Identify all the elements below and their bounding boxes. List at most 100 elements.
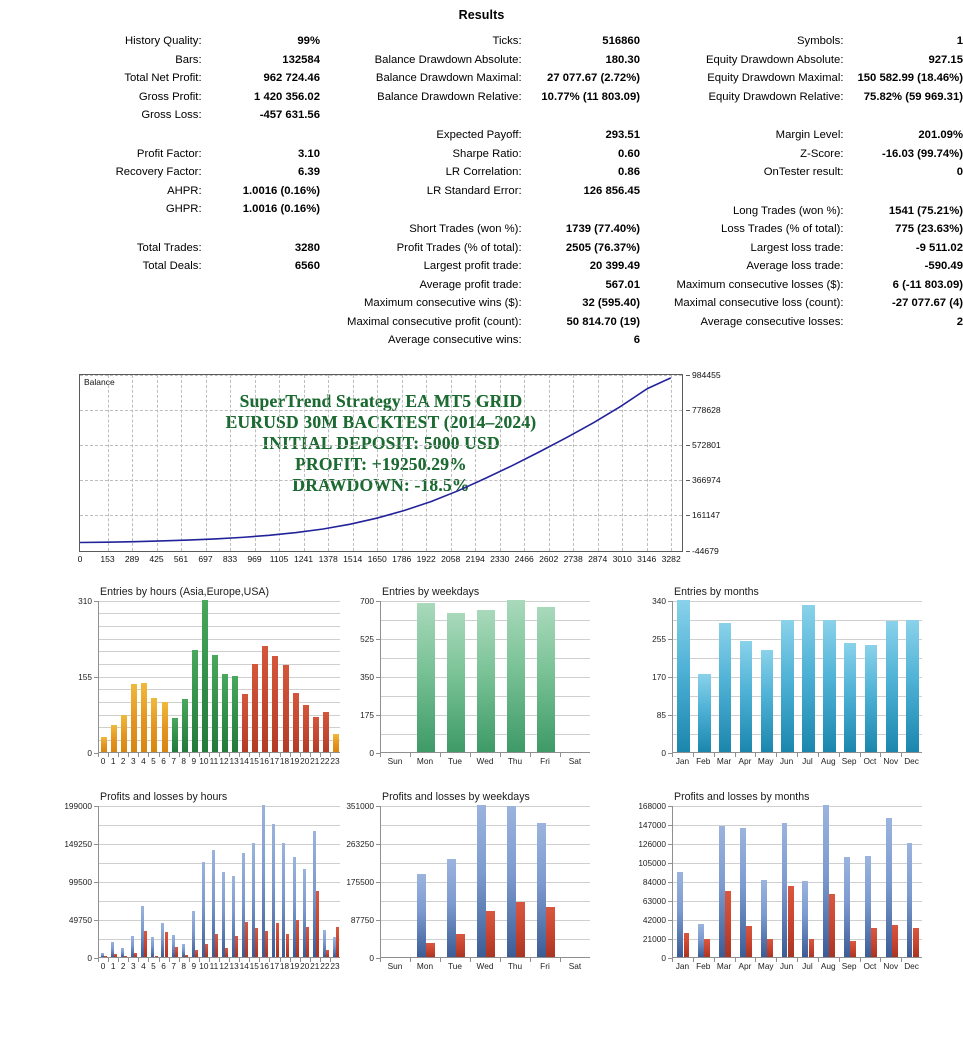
bar [151, 697, 158, 752]
stats-label: Ticks: [492, 35, 522, 47]
bar-losses [164, 932, 168, 957]
page-title: Results [458, 8, 505, 22]
balance-x-tick-label: 289 [124, 553, 140, 564]
bar-losses [808, 939, 815, 957]
bar-losses [426, 943, 435, 957]
bar [781, 619, 794, 752]
stats-row: History Quality: 99% [0, 32, 320, 51]
gridline-horizontal [99, 727, 340, 729]
x-tick-label: 12 [219, 755, 229, 766]
x-tick-label: 18 [279, 755, 290, 766]
gridline-horizontal [673, 695, 922, 697]
balance-y-tick-label: 366974 [692, 475, 721, 486]
overlay-line-2: EURUSD 30M BACKTEST (2014–2024) [225, 411, 537, 432]
gridline-horizontal [673, 824, 922, 826]
y-tick-mark [376, 805, 380, 807]
bar-losses [104, 955, 108, 957]
bar-profits [171, 935, 175, 957]
stats-row: Z-Score: -16.03 (99.74%) [640, 145, 963, 164]
y-tick-label: 170 [652, 671, 666, 682]
bar-profits [151, 937, 155, 957]
x-tick-mark [158, 752, 160, 757]
stats-label: OnTester result: [763, 166, 844, 178]
gridline-horizontal [99, 739, 340, 741]
charts-grid: Entries by hours (Asia,Europe,USA) 0 155 31… [0, 578, 963, 988]
x-tick-mark [734, 957, 736, 962]
stats-value: 10.77% (11 803.09) [541, 90, 640, 103]
bar-losses [725, 891, 732, 957]
x-tick-mark [259, 957, 261, 962]
x-tick-mark [219, 957, 220, 962]
x-tick-mark [692, 752, 694, 757]
x-tick-label: Jun [779, 755, 794, 766]
stats-row: Expected Payoff: 293.51 [320, 126, 640, 145]
balance-x-tick-label: 697 [198, 553, 213, 564]
bar [161, 702, 168, 752]
x-tick-label: Aug [820, 960, 836, 971]
gridline-horizontal [99, 689, 340, 691]
stats-value: 150 582.99 (18.46%) [857, 72, 963, 84]
balance-y-axis: -44679 161147 366974 572801 778628 984455 [686, 370, 746, 556]
bar [843, 643, 857, 752]
stats-label: Bars: [175, 53, 202, 66]
stats-group-spacer [320, 106, 640, 126]
bar-losses [891, 924, 898, 957]
gridline-horizontal [99, 900, 340, 902]
bar-profits [781, 822, 788, 957]
bar-losses [336, 927, 340, 957]
x-tick-label: Dec [904, 960, 919, 971]
y-tick-label: 350 [360, 671, 374, 682]
stats-label: Maximum consecutive wins ($): [364, 297, 522, 309]
x-tick-label: Wed [476, 960, 494, 971]
x-tick-label: 14 [239, 755, 249, 766]
x-tick-mark [148, 752, 150, 757]
chart-title: Profits and losses by hours [100, 790, 228, 803]
gridline-vertical [279, 374, 281, 551]
bar-profits [719, 826, 725, 957]
stats-value: 1 420 356.02 [254, 90, 320, 103]
stats-label: GHPR: [165, 203, 202, 215]
bar-losses [850, 941, 857, 957]
bar-losses [144, 931, 148, 957]
x-tick-label: Tue [448, 755, 462, 766]
stats-label: Recovery Factor: [115, 166, 202, 178]
x-tick-mark [98, 752, 99, 757]
bar-profits [698, 923, 705, 957]
gridline-horizontal [673, 638, 922, 640]
stats-label: Z-Score: [800, 147, 844, 160]
gridline-horizontal [80, 409, 682, 411]
x-tick-label: Mar [716, 960, 732, 971]
stats-row: Balance Drawdown Maximal: 27 077.67 (2.72… [320, 69, 640, 88]
x-tick-mark [178, 752, 180, 757]
y-tick-label: 263250 [346, 838, 374, 849]
balance-x-tick-label: 2330 [490, 553, 510, 564]
stats-value: 2 [956, 315, 963, 328]
bar [677, 600, 690, 752]
bar [312, 717, 319, 752]
x-tick-mark [380, 752, 381, 757]
x-tick-label: 7 [171, 755, 176, 766]
stats-row: Profit Trades (% of total): 2505 (76.37%) [320, 239, 640, 258]
x-tick-mark [208, 752, 210, 757]
y-tick-mark [376, 957, 380, 959]
x-tick-label: Sep [841, 960, 857, 971]
stats-label: Equity Drawdown Relative: [708, 90, 844, 103]
gridline-vertical [377, 374, 379, 551]
balance-y-tick-label: -44679 [692, 545, 719, 556]
stats-label: Average profit trade: [419, 278, 522, 291]
balance-x-tick-label: 561 [173, 553, 189, 564]
x-tick-label: 14 [239, 960, 249, 971]
gridline-vertical [156, 374, 158, 551]
stats-label: Maximum consecutive losses ($): [676, 278, 844, 291]
balance-x-tick-label: 1514 [343, 553, 363, 564]
y-tick-label: 126000 [638, 838, 666, 849]
bar-losses [546, 906, 555, 957]
bar [171, 718, 178, 752]
x-tick-mark [118, 752, 120, 757]
x-tick-mark [838, 957, 840, 962]
x-tick-label: 9 [191, 755, 197, 766]
stats-value: 27 077.67 (2.72%) [547, 72, 640, 84]
bar-profits [292, 857, 296, 957]
x-tick-label: Feb [696, 960, 711, 971]
stats-value: 1541 (75.21%) [888, 204, 963, 217]
